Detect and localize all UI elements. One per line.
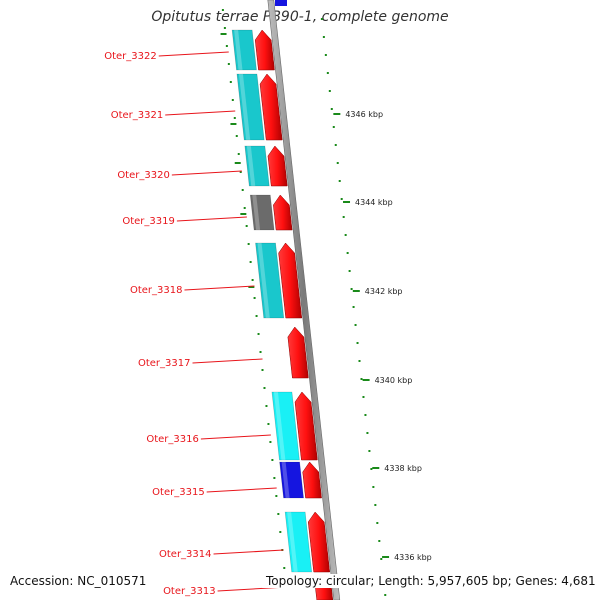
gene-label-oter-3320: Oter_3320	[117, 170, 170, 181]
cog-block-oter-3320-highlight	[246, 146, 256, 186]
topology-text: Topology: circular;	[266, 574, 375, 588]
cds-arrow-oter-3319	[273, 194, 293, 231]
gene-label-oter-3318: Oter_3318	[130, 285, 183, 296]
leader-line-oter-3315	[206, 487, 277, 493]
scale-ticks: 4346 kbp 4344 kbp 4342 kbp 4340 kbp 4338 kbp…	[333, 110, 432, 562]
leader-line-oter-3316	[200, 434, 271, 440]
backbone-line	[267, 0, 341, 600]
cog-block-oter-3316-highlight	[273, 392, 286, 460]
gene-label-oter-3314: Oter_3314	[159, 549, 212, 560]
leader-line-oter-3317	[192, 358, 263, 364]
cog-block-oter-3314-highlight	[287, 512, 298, 572]
cog-block-oter-3314	[284, 511, 313, 573]
map-title: Opitutus terrae PB90-1, complete genome	[151, 9, 449, 25]
leader-line-oter-3318	[184, 285, 255, 291]
cog-block-oter-3315	[279, 461, 304, 499]
gene-label-oter-3315: Oter_3315	[152, 487, 205, 498]
cog-block-oter-3321-highlight	[238, 74, 251, 140]
tick-label-4340: 4340 kbp	[375, 376, 413, 385]
cog-block-oter-3320	[244, 145, 270, 187]
cds-arrow-oter-3318	[278, 242, 303, 319]
cog-block-oter-3321	[236, 73, 265, 141]
cds-arrow-oter-3317	[287, 326, 309, 379]
cog-block-oter-3318	[255, 242, 285, 319]
tick-label-4346: 4346 kbp	[345, 110, 383, 119]
tick-label-4342: 4342 kbp	[365, 287, 403, 296]
tick-label-4344: 4344 kbp	[355, 198, 393, 207]
accession-text: Accession: NC_010571	[10, 574, 151, 588]
genes-count-text: Genes: 4,681	[515, 574, 596, 588]
gene-label-oter-3322: Oter_3322	[104, 51, 157, 62]
length-text: Length: 5,957,605 bp;	[378, 574, 512, 588]
leader-line-oter-3321	[165, 110, 236, 116]
cog-block-oter-3315-highlight	[281, 462, 290, 498]
leader-line-oter-3319	[176, 216, 247, 222]
cog-block-oter-3319-highlight	[252, 195, 261, 230]
cds-arrow-oter-3320	[267, 145, 288, 187]
cog-block-oter-3322	[231, 29, 257, 71]
feature-fragment	[275, 0, 287, 6]
gene-label-oter-3317: Oter_3317	[138, 358, 191, 369]
gene-label-oter-3319: Oter_3319	[122, 216, 175, 227]
gene-label-oter-3316: Oter_3316	[146, 434, 199, 445]
gene-label-oter-3321: Oter_3321	[111, 110, 164, 121]
cog-block-oter-3318-highlight	[257, 243, 270, 318]
cog-block-oter-3319	[249, 194, 275, 231]
leader-line-oter-3320	[171, 170, 242, 176]
cds-arrow-oter-3316	[294, 391, 318, 461]
cog-block-oter-3316	[271, 391, 300, 461]
tick-label-4338: 4338 kbp	[384, 464, 422, 473]
gene-label-oter-3313: Oter_3313	[163, 586, 216, 597]
backbone-track	[267, 0, 341, 600]
leader-line-oter-3322	[158, 51, 229, 57]
leader-line-oter-3314	[213, 549, 284, 555]
cds-track	[254, 29, 334, 600]
tick-label-4336: 4336 kbp	[394, 553, 432, 562]
genome-stats: Topology: circular; Length: 5,957,605 bp…	[262, 574, 600, 588]
cog-track	[231, 29, 313, 573]
cog-block-oter-3322-highlight	[234, 30, 243, 70]
cds-arrow-oter-3321	[259, 73, 283, 141]
cds-arrow-oter-3315	[302, 461, 322, 499]
cds-arrow-oter-3322	[254, 29, 275, 71]
cds-arrow-oter-3314	[307, 511, 330, 573]
